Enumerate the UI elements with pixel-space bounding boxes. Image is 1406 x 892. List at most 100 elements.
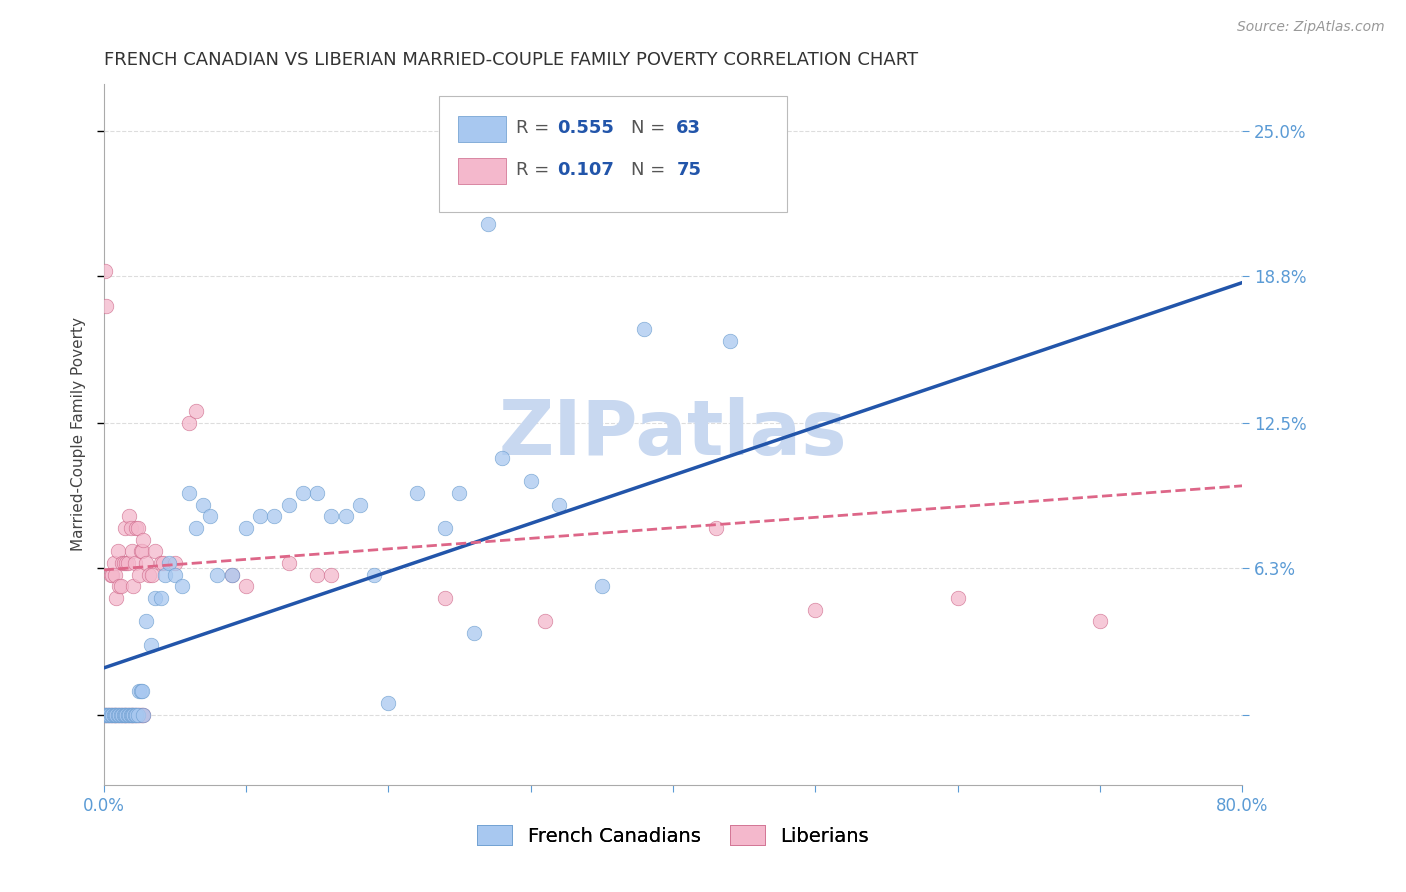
Point	[591, 579, 613, 593]
Point	[131, 684, 153, 698]
Point	[131, 707, 153, 722]
Point	[193, 498, 215, 512]
Point	[277, 498, 299, 512]
Point	[135, 556, 157, 570]
Point	[129, 544, 152, 558]
Point	[115, 707, 138, 722]
Text: 0.555: 0.555	[557, 119, 613, 136]
Point	[96, 299, 118, 313]
Point	[111, 707, 134, 722]
Point	[533, 614, 555, 628]
Point	[115, 707, 138, 722]
Point	[120, 521, 142, 535]
Point	[94, 264, 117, 278]
Point	[249, 509, 271, 524]
Point	[321, 509, 343, 524]
Text: 0.107: 0.107	[557, 161, 613, 178]
Point	[491, 450, 513, 465]
Point	[98, 707, 121, 722]
Text: R =: R =	[516, 161, 555, 178]
Point	[97, 707, 120, 722]
Point	[477, 147, 499, 161]
Point	[105, 707, 128, 722]
Point	[94, 707, 117, 722]
Point	[132, 707, 155, 722]
Point	[1088, 614, 1111, 628]
Point	[633, 322, 655, 336]
Point	[103, 707, 125, 722]
Point	[263, 509, 285, 524]
Point	[221, 567, 243, 582]
Point	[128, 684, 150, 698]
Point	[548, 498, 571, 512]
Point	[122, 707, 145, 722]
Point	[170, 579, 193, 593]
Point	[110, 707, 132, 722]
Point	[111, 556, 134, 570]
Point	[117, 707, 139, 722]
Text: N =: N =	[631, 119, 671, 136]
Point	[121, 707, 143, 722]
Point	[114, 707, 136, 722]
Point	[98, 707, 121, 722]
Point	[120, 707, 142, 722]
Point	[101, 567, 124, 582]
Point	[141, 567, 163, 582]
Point	[117, 707, 139, 722]
Point	[101, 707, 124, 722]
Point	[121, 707, 143, 722]
Point	[946, 591, 969, 605]
Point	[121, 544, 143, 558]
Point	[125, 707, 148, 722]
Point	[129, 707, 152, 722]
Point	[128, 567, 150, 582]
Point	[349, 498, 371, 512]
Point	[105, 707, 128, 722]
Point	[100, 707, 122, 722]
Point	[434, 591, 457, 605]
Point	[200, 509, 222, 524]
Point	[107, 544, 129, 558]
Point	[111, 707, 134, 722]
Point	[101, 707, 124, 722]
Point	[235, 579, 257, 593]
FancyBboxPatch shape	[458, 116, 506, 142]
Point	[207, 567, 229, 582]
Point	[177, 416, 200, 430]
Point	[104, 707, 127, 722]
Point	[117, 556, 139, 570]
Text: 63: 63	[676, 119, 702, 136]
Point	[104, 707, 127, 722]
Point	[122, 579, 145, 593]
Point	[118, 509, 141, 524]
Point	[131, 544, 153, 558]
Point	[477, 217, 499, 231]
Point	[112, 556, 135, 570]
Point	[94, 707, 117, 722]
Point	[519, 474, 541, 488]
Point	[291, 485, 314, 500]
Text: 75: 75	[676, 161, 702, 178]
Point	[103, 707, 125, 722]
Point	[104, 567, 127, 582]
Point	[112, 707, 135, 722]
Point	[377, 696, 399, 710]
Point	[108, 707, 131, 722]
Point	[125, 707, 148, 722]
Point	[277, 556, 299, 570]
Point	[100, 567, 122, 582]
Legend: French Canadians, Liberians: French Canadians, Liberians	[467, 815, 879, 855]
Y-axis label: Married-Couple Family Poverty: Married-Couple Family Poverty	[72, 318, 86, 551]
Point	[149, 591, 172, 605]
Point	[96, 707, 118, 722]
Point	[235, 521, 257, 535]
Point	[704, 521, 727, 535]
Point	[124, 707, 146, 722]
Point	[107, 707, 129, 722]
Point	[107, 707, 129, 722]
Point	[138, 567, 160, 582]
Point	[307, 567, 329, 582]
Point	[118, 707, 141, 722]
Point	[163, 556, 186, 570]
Point	[110, 707, 132, 722]
